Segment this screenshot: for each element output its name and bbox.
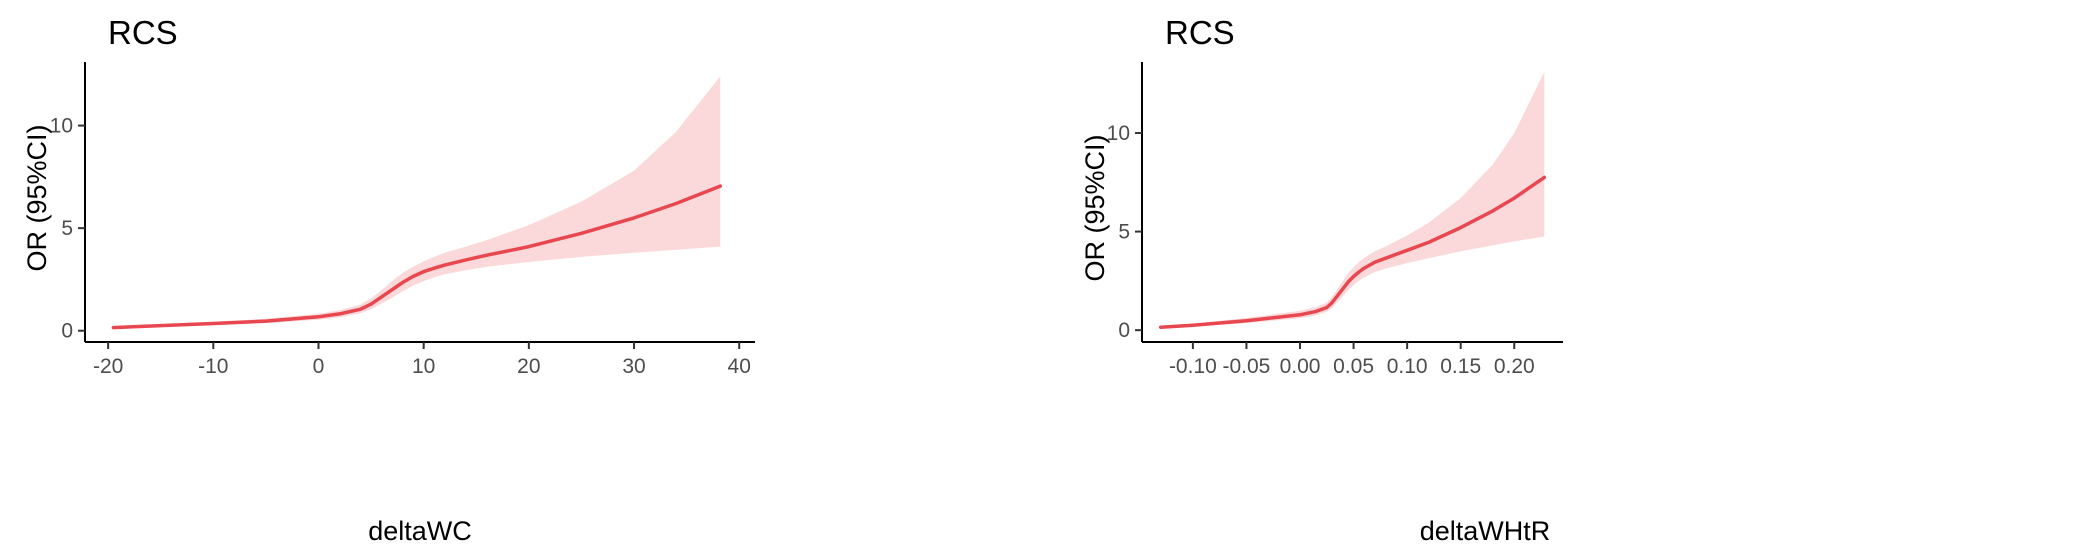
x-tick-label: 0	[313, 355, 325, 378]
chart-title: RCS	[1165, 14, 1235, 51]
y-ticks: 0 5 10	[1107, 122, 1142, 342]
x-tick-label: 0.05	[1333, 355, 1374, 378]
y-ticks: 0 5 10	[50, 115, 85, 343]
y-axis-title: OR (95%CI)	[1080, 134, 1110, 281]
y-tick-label: 5	[1118, 221, 1130, 244]
x-tick-label: -10	[198, 355, 228, 378]
y-tick-label: 0	[1118, 319, 1130, 342]
x-axis-title: deltaWC	[368, 516, 472, 546]
confidence-band	[1160, 71, 1545, 329]
y-tick-label: 5	[61, 217, 73, 240]
or-curve	[1158, 175, 1547, 329]
y-tick-label: 10	[1107, 122, 1130, 145]
x-tick-label: 40	[728, 355, 751, 378]
y-tick-label: 0	[61, 320, 73, 343]
x-tick-label: 0.20	[1494, 355, 1535, 378]
x-tick-label: 10	[412, 355, 435, 378]
confidence-band	[113, 76, 721, 329]
x-tick-label: -0.10	[1169, 355, 1217, 378]
or-curve	[111, 184, 723, 330]
x-tick-label: 30	[622, 355, 645, 378]
y-axis-title: OR (95%CI)	[22, 124, 52, 271]
x-ticks: -0.10 -0.05 0.00 0.05 0.10 0.15 0.20	[1169, 342, 1535, 378]
y-tick-label: 10	[50, 115, 73, 138]
x-tick-label: 0.15	[1440, 355, 1481, 378]
chart-title: RCS	[108, 14, 178, 51]
x-tick-label: -0.05	[1223, 355, 1271, 378]
x-tick-label: 0.00	[1280, 355, 1321, 378]
chart-panel-wc: RCS 0 5 10 -20 -10 0 10 20 30 40 deltaWC OR (95%…	[22, 14, 755, 546]
x-ticks: -20 -10 0 10 20 30 40	[93, 342, 751, 378]
x-tick-label: 20	[517, 355, 540, 378]
x-tick-label: -20	[93, 355, 123, 378]
x-tick-label: 0.10	[1387, 355, 1428, 378]
x-axis-title: deltaWHtR	[1420, 516, 1551, 546]
